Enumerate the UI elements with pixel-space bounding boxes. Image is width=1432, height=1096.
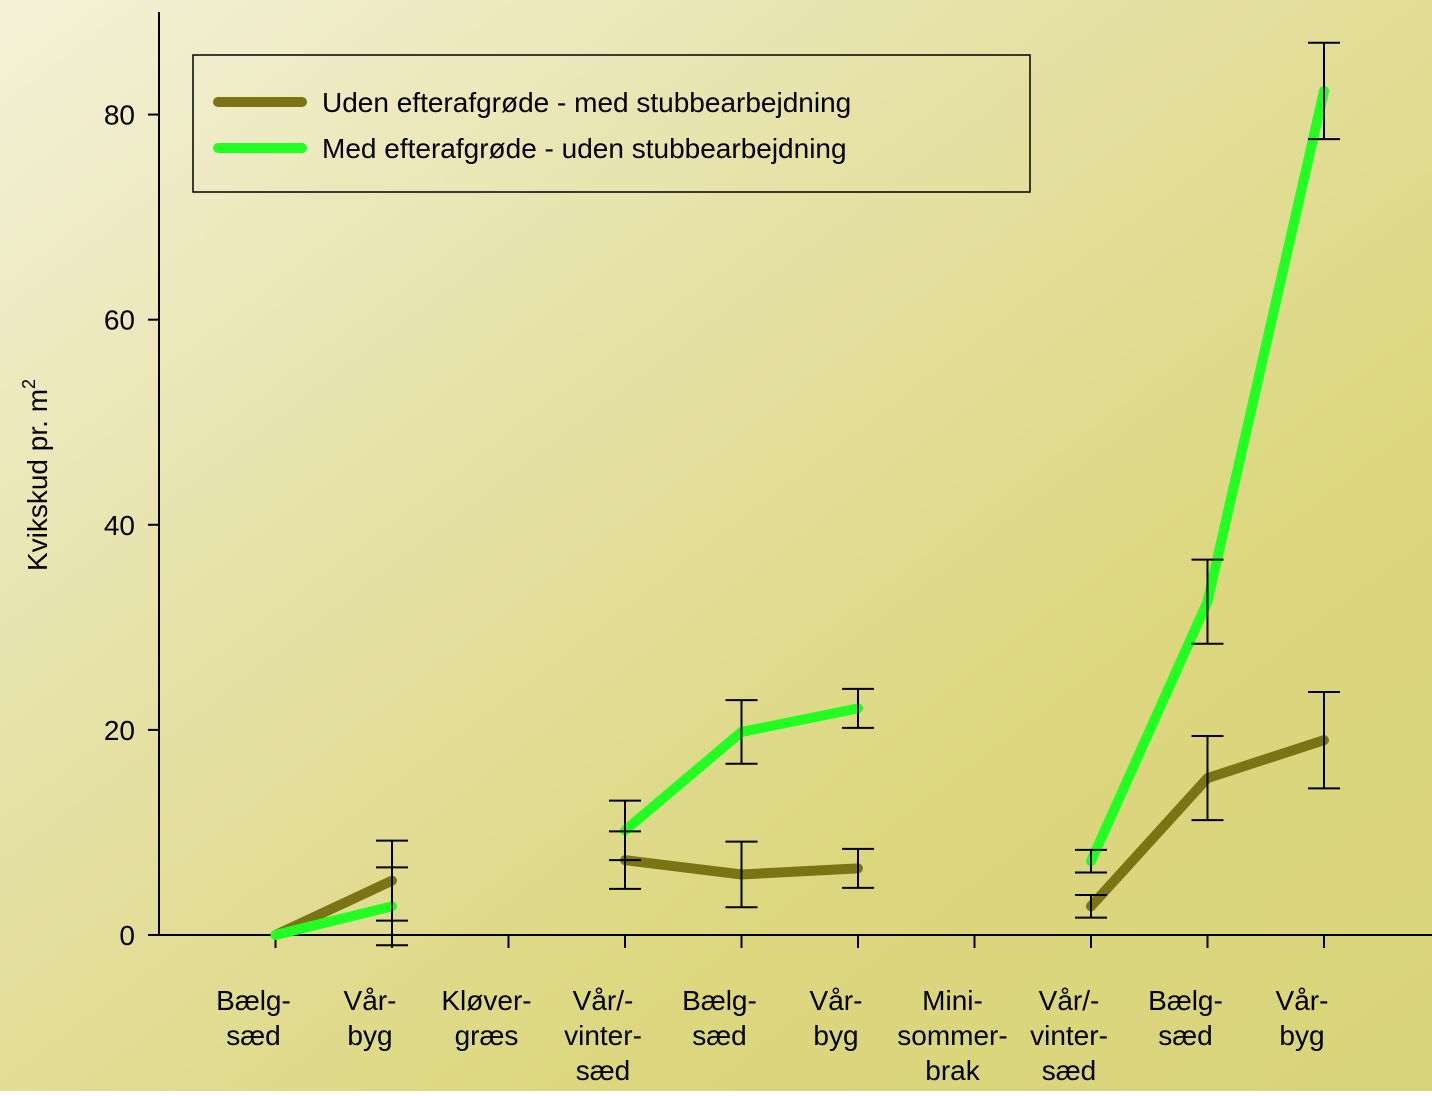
- y-axis-label-text: Kvikskud pr. m: [22, 389, 53, 571]
- x-tick-label: Vår-byg: [810, 985, 863, 1051]
- error-bar: [609, 799, 641, 862]
- error-bar: [1075, 894, 1107, 919]
- x-tick-label-line: Bælg-: [216, 985, 291, 1016]
- x-tick-label: Kløver-græs: [441, 985, 531, 1051]
- x-tick-label-line: græs: [455, 1020, 519, 1051]
- error-bar: [376, 866, 408, 947]
- x-tick-label-line: Vår-: [344, 985, 397, 1016]
- error-bar: [725, 840, 758, 909]
- x-tick-label: Vår-byg: [344, 985, 397, 1051]
- x-tick-label-line: vinter-: [564, 1020, 642, 1051]
- x-tick-label-line: sæd: [692, 1020, 746, 1051]
- legend-box: [192, 54, 1031, 193]
- x-tick-label-line: sæd: [1158, 1020, 1212, 1051]
- error-bar: [1075, 848, 1107, 874]
- error-bar: [725, 699, 758, 765]
- x-tick-label-line: brak: [925, 1055, 980, 1086]
- x-tick-label: Mini-sommer-brak: [897, 985, 1007, 1086]
- x-tick-label: Bælg-sæd: [216, 985, 291, 1051]
- x-tick-label-line: byg: [813, 1020, 858, 1051]
- y-tick-label: 40: [104, 510, 135, 541]
- x-tick-label-line: Vår/-: [573, 985, 634, 1016]
- x-tick-label-line: Vår-: [1276, 985, 1329, 1016]
- x-tick-label: Bælg-sæd: [682, 985, 757, 1051]
- x-tick-label-line: sæd: [226, 1020, 280, 1051]
- x-tick-label-line: byg: [1279, 1020, 1324, 1051]
- x-tick-label-line: sæd: [576, 1055, 630, 1086]
- x-tick-label-line: sommer-: [897, 1020, 1007, 1051]
- error-bar: [842, 687, 874, 729]
- x-tick-label-line: vinter-: [1030, 1020, 1108, 1051]
- error-bar: [1308, 41, 1340, 141]
- x-tick-label-line: Vår-: [810, 985, 863, 1016]
- x-tick-label-line: Mini-: [922, 985, 983, 1016]
- legend-label: Med efterafgrøde - uden stubbearbejdning: [322, 133, 847, 164]
- x-tick-label: Bælg-sæd: [1148, 985, 1223, 1051]
- legend-label: Uden efterafgrøde - med stubbearbejdning: [322, 87, 851, 118]
- error-bar: [1191, 558, 1224, 645]
- error-bar: [1308, 690, 1340, 790]
- y-tick-label: 20: [104, 715, 135, 746]
- x-tick-label: Vår/- vinter-sæd: [1030, 985, 1108, 1086]
- error-bar: [842, 847, 874, 889]
- x-tick-label-line: byg: [347, 1020, 392, 1051]
- x-tick-label: Vår/- vinter-sæd: [564, 985, 642, 1086]
- x-tick-label: Vår-byg: [1276, 985, 1329, 1051]
- x-tick-label-line: Kløver-: [441, 985, 531, 1016]
- x-tick-label-line: Bælg-: [1148, 985, 1223, 1016]
- x-tick-label-line: Bælg-: [682, 985, 757, 1016]
- y-tick-label: 60: [104, 305, 135, 336]
- y-tick-label: 0: [119, 920, 135, 951]
- y-axis-label: Kvikskud pr. m2: [19, 379, 53, 571]
- x-tick-label-line: sæd: [1042, 1055, 1096, 1086]
- y-axis-label-superscript: 2: [19, 379, 39, 389]
- error-bar: [1191, 735, 1224, 822]
- y-tick-label: 80: [104, 100, 135, 131]
- x-tick-label-line: Vår/-: [1039, 985, 1100, 1016]
